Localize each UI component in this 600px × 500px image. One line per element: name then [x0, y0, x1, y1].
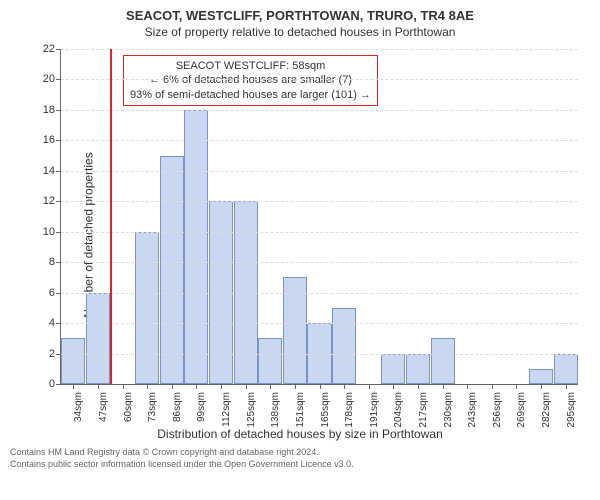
y-tick: [56, 201, 61, 202]
x-tick-label: 151sqm: [295, 392, 306, 428]
gridline: [61, 201, 578, 202]
x-tick-label: 243sqm: [467, 392, 478, 428]
y-tick: [56, 232, 61, 233]
x-tick: [369, 384, 370, 389]
y-tick: [56, 140, 61, 141]
y-tick: [56, 171, 61, 172]
bar: [86, 293, 110, 384]
bar: [431, 338, 455, 384]
gridline: [61, 262, 578, 263]
bar: [184, 110, 208, 384]
x-tick: [393, 384, 394, 389]
footer-line2: Contains public sector information licen…: [10, 459, 590, 471]
x-tick-label: 99sqm: [196, 392, 207, 422]
x-tick: [123, 384, 124, 389]
marker-line: [110, 49, 112, 384]
x-tick: [566, 384, 567, 389]
x-tick-label: 217sqm: [418, 392, 429, 428]
y-tick: [56, 293, 61, 294]
x-tick-label: 269sqm: [516, 392, 527, 428]
x-tick-label: 295sqm: [566, 392, 577, 428]
x-tick: [418, 384, 419, 389]
bar: [61, 338, 85, 384]
x-tick: [73, 384, 74, 389]
chart-subtitle: Size of property relative to detached ho…: [10, 25, 590, 39]
y-tick: [56, 354, 61, 355]
x-tick-label: 138sqm: [270, 392, 281, 428]
x-tick: [541, 384, 542, 389]
plot-wrap: Number of detached properties SEACOT WES…: [10, 45, 590, 425]
annotation-line3: 93% of semi-detached houses are larger (…: [130, 88, 371, 102]
gridline: [61, 171, 578, 172]
x-tick: [221, 384, 222, 389]
y-tick: [56, 110, 61, 111]
chart-container: SEACOT, WESTCLIFF, PORTHTOWAN, TRURO, TR…: [0, 0, 600, 500]
x-tick-label: 282sqm: [541, 392, 552, 428]
x-tick-label: 34sqm: [73, 392, 84, 422]
gridline: [61, 232, 578, 233]
x-tick: [172, 384, 173, 389]
x-tick-label: 73sqm: [147, 392, 158, 422]
x-tick-label: 204sqm: [393, 392, 404, 428]
bar: [554, 354, 578, 384]
bar: [332, 308, 356, 384]
plot-area: SEACOT WESTCLIFF: 58sqm ← 6% of detached…: [60, 49, 578, 385]
footer: Contains HM Land Registry data © Crown c…: [10, 447, 590, 470]
x-tick-label: 60sqm: [123, 392, 134, 422]
bar: [406, 354, 430, 384]
x-axis-label: Distribution of detached houses by size …: [10, 427, 590, 441]
x-tick: [295, 384, 296, 389]
x-tick: [246, 384, 247, 389]
x-tick-label: 191sqm: [369, 392, 380, 428]
annotation-line1: SEACOT WESTCLIFF: 58sqm: [130, 59, 371, 73]
x-tick-label: 178sqm: [344, 392, 355, 428]
y-tick: [56, 384, 61, 385]
x-tick: [467, 384, 468, 389]
gridline: [61, 354, 578, 355]
x-tick: [492, 384, 493, 389]
x-tick: [196, 384, 197, 389]
bar: [258, 338, 282, 384]
x-tick-label: 230sqm: [443, 392, 454, 428]
x-tick-label: 112sqm: [221, 392, 232, 427]
gridline: [61, 110, 578, 111]
x-tick: [147, 384, 148, 389]
gridline: [61, 293, 578, 294]
x-tick-label: 256sqm: [492, 392, 503, 428]
x-tick-label: 125sqm: [246, 392, 257, 428]
x-tick: [443, 384, 444, 389]
bar: [160, 156, 184, 384]
y-tick: [56, 323, 61, 324]
footer-line1: Contains HM Land Registry data © Crown c…: [10, 447, 590, 459]
x-tick: [270, 384, 271, 389]
bar: [135, 232, 159, 384]
x-tick: [98, 384, 99, 389]
y-tick: [56, 49, 61, 50]
gridline: [61, 323, 578, 324]
gridline: [61, 140, 578, 141]
x-tick: [344, 384, 345, 389]
x-tick-label: 165sqm: [320, 392, 331, 428]
x-tick-label: 47sqm: [98, 392, 109, 422]
x-tick: [516, 384, 517, 389]
gridline: [61, 79, 578, 80]
x-tick-label: 86sqm: [172, 392, 183, 422]
y-tick: [56, 79, 61, 80]
y-tick: [56, 262, 61, 263]
gridline: [61, 49, 578, 50]
bar: [381, 354, 405, 384]
x-tick: [320, 384, 321, 389]
chart-title: SEACOT, WESTCLIFF, PORTHTOWAN, TRURO, TR…: [10, 8, 590, 23]
bar: [529, 369, 553, 384]
